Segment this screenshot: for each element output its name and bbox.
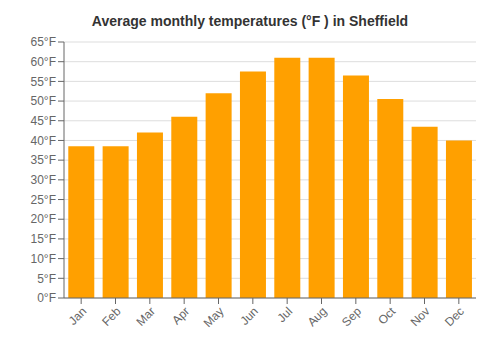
svg-text:35°F: 35°F xyxy=(31,153,56,167)
svg-text:20°F: 20°F xyxy=(31,212,56,226)
svg-text:Oct: Oct xyxy=(375,304,399,328)
svg-text:Jul: Jul xyxy=(275,304,296,325)
svg-text:30°F: 30°F xyxy=(31,173,56,187)
svg-text:Feb: Feb xyxy=(99,304,124,329)
html-text:Average monthly temperatures (: Average monthly temperatures (°F ) in Sh… xyxy=(91,13,409,29)
svg-text:10°F: 10°F xyxy=(31,252,56,266)
svg-text:Aug: Aug xyxy=(305,304,330,329)
svg-text:55°F: 55°F xyxy=(31,75,56,89)
svg-text:0°F: 0°F xyxy=(37,291,56,305)
svg-text:May: May xyxy=(201,304,227,330)
svg-text:50°F: 50°F xyxy=(31,94,56,108)
svg-text:15°F: 15°F xyxy=(31,232,56,246)
svg-text:5°F: 5°F xyxy=(37,272,56,286)
svg-text:40°F: 40°F xyxy=(31,134,56,148)
svg-text:Nov: Nov xyxy=(408,304,433,329)
svg-text:65°F: 65°F xyxy=(31,35,56,49)
svg-text:Apr: Apr xyxy=(169,304,192,327)
svg-text:Mar: Mar xyxy=(133,304,158,329)
svg-text:25°F: 25°F xyxy=(31,193,56,207)
svg-text:Jun: Jun xyxy=(237,304,261,328)
svg-text:60°F: 60°F xyxy=(31,55,56,69)
svg-text:Jan: Jan xyxy=(66,304,90,328)
svg-text:Dec: Dec xyxy=(442,304,467,329)
svg-text:45°F: 45°F xyxy=(31,114,56,128)
svg-text:Sep: Sep xyxy=(339,304,364,329)
